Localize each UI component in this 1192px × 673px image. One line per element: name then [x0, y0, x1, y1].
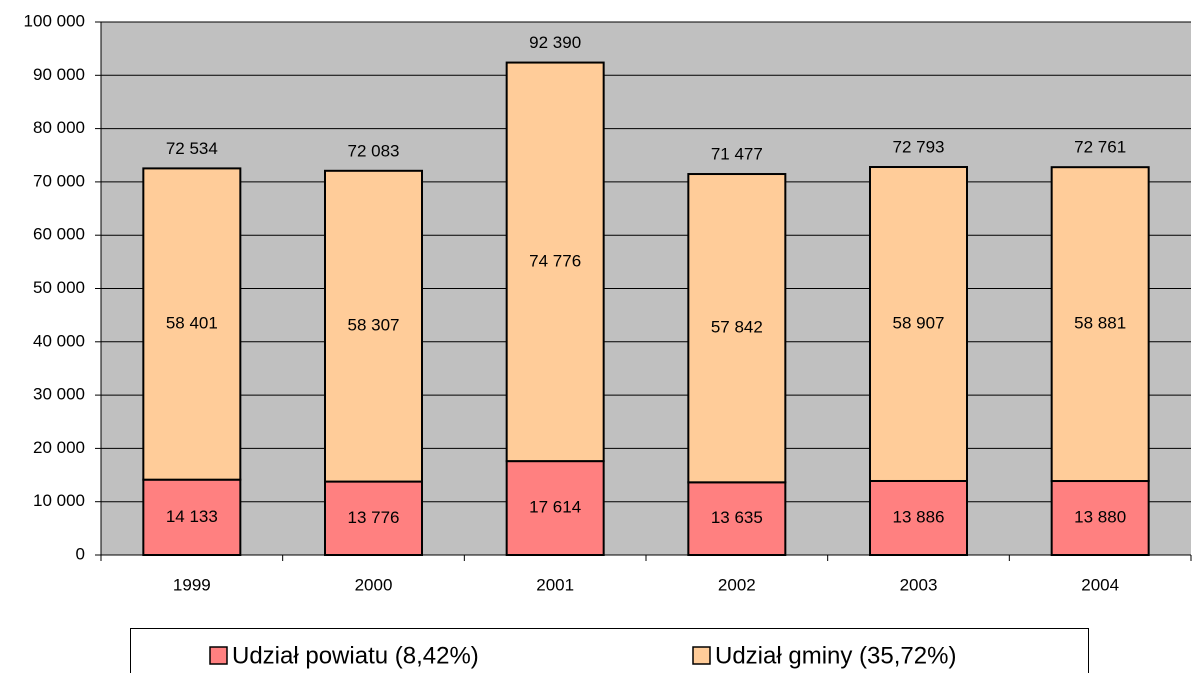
legend-label: Udział powiatu (8,42%) — [232, 642, 479, 669]
y-tick-label: 10 000 — [33, 491, 85, 510]
bar-segment — [1050, 166, 1150, 483]
legend-box — [130, 628, 1089, 673]
bar-segment — [505, 460, 605, 556]
value-label: 58 401 — [166, 314, 218, 333]
value-label: 58 307 — [348, 316, 400, 335]
bar-segment — [687, 481, 787, 556]
total-label: 72 083 — [348, 141, 400, 160]
bar-segment — [869, 166, 968, 482]
total-label: 72 534 — [166, 139, 218, 158]
legend-swatch — [209, 646, 228, 665]
y-tick-label: 20 000 — [33, 438, 85, 457]
y-tick-label: 60 000 — [33, 225, 85, 244]
legend-label: Udział gminy (35,72%) — [715, 642, 956, 669]
value-label: 57 842 — [711, 318, 763, 337]
bar-segment — [869, 479, 968, 556]
x-tick-label: 2001 — [536, 575, 574, 594]
y-tick-label: 50 000 — [33, 278, 85, 297]
y-tick-label: 100 000 — [24, 11, 85, 30]
bar-segment — [142, 478, 242, 556]
x-tick-label: 2000 — [355, 575, 393, 594]
value-label: 13 880 — [1074, 507, 1126, 526]
bar-segment — [324, 169, 423, 483]
y-tick-label: 70 000 — [33, 171, 85, 190]
legend-swatch — [692, 646, 711, 665]
bar-segment — [687, 173, 787, 484]
value-label: 13 886 — [893, 507, 945, 526]
x-tick-label: 1999 — [173, 575, 211, 594]
bar-segment — [1050, 480, 1150, 556]
y-tick-label: 0 — [76, 544, 85, 563]
y-tick-label: 90 000 — [33, 65, 85, 84]
y-tick-label: 40 000 — [33, 331, 85, 350]
value-label: 13 776 — [348, 508, 400, 527]
y-tick-label: 30 000 — [33, 385, 85, 404]
total-label: 72 793 — [893, 137, 945, 156]
total-label: 72 761 — [1074, 138, 1126, 157]
value-label: 58 907 — [893, 313, 945, 332]
y-tick-label: 80 000 — [33, 118, 85, 137]
total-label: 92 390 — [529, 33, 581, 52]
value-label: 58 881 — [1074, 314, 1126, 333]
value-label: 17 614 — [529, 498, 581, 517]
x-tick-label: 2002 — [718, 575, 756, 594]
value-label: 74 776 — [529, 251, 581, 270]
x-tick-label: 2003 — [900, 575, 938, 594]
x-tick-label: 2004 — [1081, 575, 1119, 594]
value-label: 14 133 — [166, 507, 218, 526]
value-label: 13 635 — [711, 508, 763, 527]
total-label: 71 477 — [711, 145, 763, 164]
bar-segment — [142, 167, 242, 481]
bar-segment — [505, 61, 605, 463]
